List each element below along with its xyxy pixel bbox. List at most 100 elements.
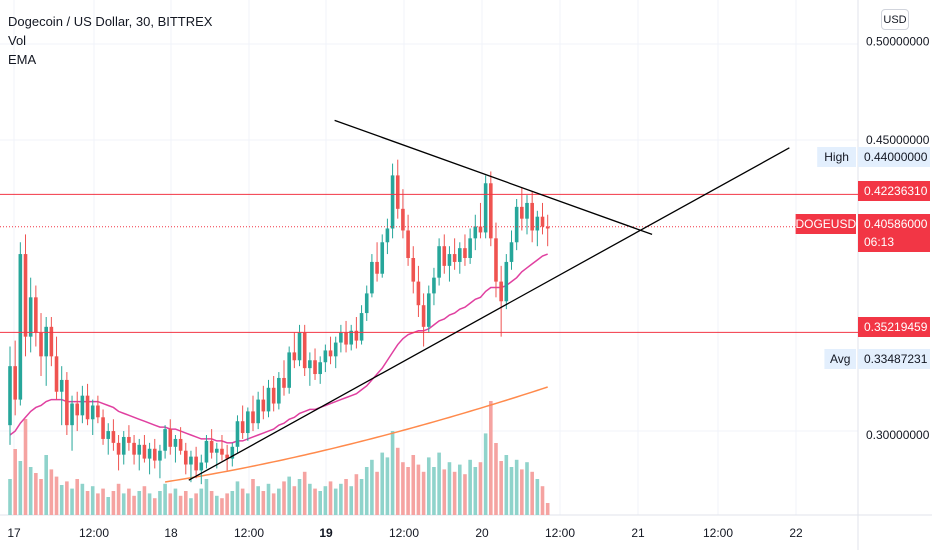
candle-body: [287, 352, 291, 388]
candle-body: [147, 448, 152, 459]
price-label-tag: [817, 147, 856, 167]
price-label-box: [858, 181, 930, 201]
x-axis-tick-label: 12:00: [389, 526, 419, 540]
volume-bar: [39, 479, 43, 515]
volume-bar: [59, 485, 64, 515]
volume-bar: [101, 488, 105, 515]
volume-bar: [49, 469, 54, 515]
volume-bar: [375, 471, 379, 515]
candle-body: [49, 326, 54, 357]
volume-bar: [504, 455, 509, 515]
volume-bar: [401, 462, 405, 515]
candle-body: [18, 254, 23, 400]
price-label-value: 0.33487231: [864, 352, 928, 366]
candles: [8, 159, 550, 485]
candle-body: [59, 379, 64, 392]
volume-bar: [90, 486, 95, 515]
candle-body: [65, 379, 69, 426]
candle-body: [504, 261, 509, 302]
currency-button[interactable]: USD: [881, 9, 909, 30]
volume-bar: [489, 401, 493, 515]
volume-bar: [121, 493, 126, 515]
candle-body: [530, 202, 534, 231]
volume-bar: [256, 486, 260, 515]
volume-bar: [545, 503, 550, 515]
candle-body: [282, 377, 286, 388]
volume-bar: [323, 486, 328, 515]
volume-bar: [416, 464, 421, 515]
candle-body: [359, 313, 364, 341]
volume-bar: [183, 491, 188, 515]
candle-body: [354, 330, 359, 341]
volume-bar: [54, 476, 59, 515]
volume-bar: [354, 474, 359, 515]
candle-body: [121, 436, 126, 455]
volume-bar: [168, 493, 173, 515]
x-axis-tick-label: 18: [164, 526, 178, 540]
candle-body: [416, 281, 421, 306]
volume-bar: [75, 479, 80, 515]
candle-body: [401, 208, 405, 231]
candle-body: [34, 297, 38, 333]
candle-body: [426, 293, 431, 327]
volume-bar: [261, 491, 266, 515]
candle-body: [545, 226, 550, 229]
volume-bar: [292, 486, 297, 515]
candle-body: [225, 454, 229, 459]
volume-bar: [339, 483, 343, 515]
volume-bar: [359, 479, 364, 515]
candle-body: [23, 254, 28, 337]
volume-bar: [514, 459, 519, 515]
volume-bar: [344, 479, 348, 515]
symbol-title[interactable]: Dogecoin / US Dollar, 30, BITTREX: [8, 14, 213, 29]
candle-body: [313, 360, 317, 375]
x-axis-tick-label: 12:00: [234, 526, 264, 540]
candle-body: [220, 448, 224, 455]
candle-body: [194, 456, 198, 471]
candle-body: [132, 442, 136, 455]
volume-bar: [277, 488, 281, 515]
volume-bar: [442, 469, 447, 515]
volume-bar: [452, 471, 457, 515]
candle-body: [8, 366, 12, 426]
volume-bar: [499, 461, 503, 515]
ema-indicator-label[interactable]: EMA: [8, 52, 37, 67]
candle-body: [199, 462, 204, 471]
ascending-support-trendline: [188, 147, 790, 481]
candle-body: [28, 297, 33, 337]
volume-bar: [390, 431, 395, 515]
candle-body: [375, 261, 379, 274]
volume-bar: [483, 433, 488, 515]
volume-indicator-label[interactable]: Vol: [8, 33, 27, 48]
volume-bar: [44, 455, 48, 515]
candle-body: [80, 395, 85, 416]
candle-body: [494, 238, 498, 282]
candle-body: [463, 248, 467, 258]
volume-bar: [478, 462, 483, 515]
candle-body: [251, 411, 255, 424]
candle-body: [277, 377, 281, 404]
grid-lines: [0, 0, 858, 515]
price-label-box: [858, 147, 930, 167]
volume-bar: [251, 479, 255, 515]
candle-body: [509, 242, 514, 262]
volume-bar: [13, 449, 17, 515]
candle-body: [452, 254, 457, 262]
candle-body: [215, 448, 219, 453]
volume-bar: [426, 457, 431, 515]
candle-body: [478, 226, 483, 233]
candle-body: [44, 326, 48, 357]
candle-body: [106, 431, 111, 439]
price-label-box: [858, 317, 930, 337]
y-axis-tick-label: 0.45000000: [866, 133, 930, 147]
price-label-tag: [795, 214, 856, 234]
candle-body: [344, 332, 348, 345]
volume-bar: [271, 493, 276, 515]
volume-bar: [163, 483, 167, 515]
candle-body: [235, 421, 240, 447]
volume-bar: [18, 461, 23, 515]
price-label-countdown: 06:13: [864, 235, 894, 249]
volume-bar: [525, 462, 529, 515]
volume-bar: [318, 491, 322, 515]
